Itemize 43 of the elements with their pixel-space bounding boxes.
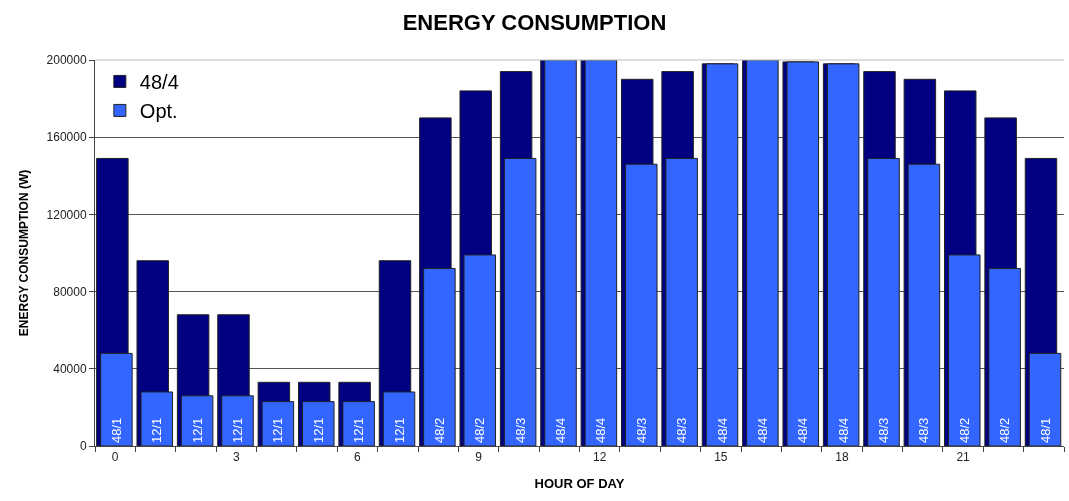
data-label: 48/3 <box>916 417 932 443</box>
data-label: 48/1 <box>1037 417 1053 443</box>
y-tick-label: 0 <box>79 439 87 454</box>
data-label: 48/3 <box>674 417 690 443</box>
y-tick-label: 200000 <box>46 53 87 68</box>
x-tick-label: 9 <box>475 450 483 465</box>
chart-title: ENERGY CONSUMPTION <box>402 10 667 36</box>
data-label: 48/3 <box>512 417 528 443</box>
legend-label: Opt. <box>139 100 178 123</box>
data-label: 48/3 <box>876 417 892 443</box>
y-tick-label: 40000 <box>53 362 87 376</box>
data-label: 48/4 <box>714 417 730 443</box>
x-tick-label: 6 <box>354 450 362 465</box>
data-label: 48/1 <box>108 417 124 443</box>
data-label: 48/4 <box>754 417 770 443</box>
y-tick-label: 160000 <box>46 130 87 145</box>
y-axis-title: ENERGY CONSUMPTION (W) <box>16 169 31 337</box>
x-axis-title: HOUR OF DAY <box>534 476 625 491</box>
data-label: 12/1 <box>391 417 407 443</box>
x-tick-label: 15 <box>714 450 728 465</box>
data-label: 48/4 <box>795 417 811 443</box>
data-label: 48/4 <box>553 417 569 443</box>
x-tick-label: 12 <box>593 450 607 465</box>
y-tick-label: 80000 <box>53 284 87 299</box>
data-label: 48/4 <box>835 417 851 443</box>
data-label: 12/1 <box>149 417 165 443</box>
data-label: 12/1 <box>351 417 367 443</box>
x-tick-label: 3 <box>232 450 240 465</box>
data-label: 48/2 <box>956 417 972 443</box>
data-label: 12/1 <box>270 417 286 443</box>
y-tick-label: 120000 <box>46 207 87 222</box>
data-label: 12/1 <box>230 417 246 443</box>
data-label: 48/3 <box>633 417 649 443</box>
data-label: 12/1 <box>189 417 205 443</box>
legend-label: 48/4 <box>139 71 179 94</box>
x-tick-label: 0 <box>111 450 119 465</box>
data-label: 48/2 <box>997 417 1013 443</box>
data-label: 48/4 <box>593 417 609 443</box>
x-tick-label: 21 <box>956 450 971 465</box>
data-label: 48/2 <box>431 417 447 443</box>
data-label: 48/2 <box>472 417 488 443</box>
x-tick-label: 18 <box>835 450 849 465</box>
data-label: 12/1 <box>310 417 326 443</box>
